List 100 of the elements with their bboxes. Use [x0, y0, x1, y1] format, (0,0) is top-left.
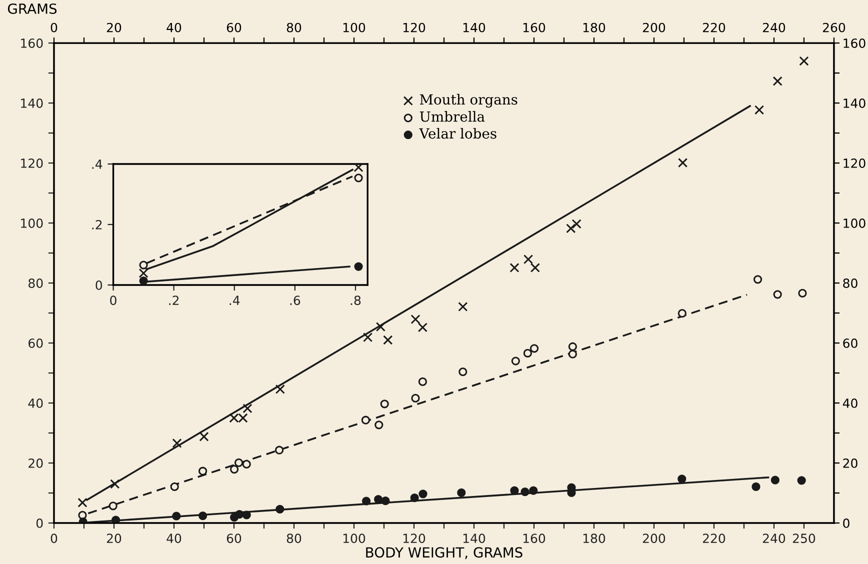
point	[139, 276, 148, 285]
x2-tick-label: 100	[343, 22, 366, 32]
x-tick-label: 160	[523, 534, 546, 544]
point	[362, 496, 371, 506]
point	[752, 482, 760, 492]
point	[457, 488, 466, 498]
point	[230, 464, 239, 474]
point	[242, 460, 251, 469]
point	[110, 479, 120, 489]
point	[530, 262, 540, 273]
point	[418, 322, 428, 332]
point	[678, 309, 686, 318]
point	[172, 512, 181, 520]
x-tick-label: 0	[110, 296, 116, 306]
y2-tick-label: 100	[844, 218, 866, 228]
point	[198, 466, 208, 476]
x2-tick-label: 260	[822, 22, 846, 32]
x2-tick-label: 60	[226, 22, 242, 32]
point	[568, 342, 577, 351]
x2-tick-label: 180	[583, 22, 606, 32]
point	[798, 288, 807, 298]
point	[418, 377, 427, 386]
y2-tick-label: 120	[844, 158, 866, 168]
y-tick-label: 160	[21, 38, 43, 48]
point	[458, 302, 468, 312]
x-tick-label: 0	[50, 534, 58, 544]
y2-tick-label: 20	[843, 458, 858, 468]
x-tick-label: 200	[642, 534, 666, 544]
point	[773, 290, 782, 299]
x2-tick-label: 140	[463, 22, 486, 32]
point	[383, 335, 393, 345]
x-tick-label: 140	[463, 534, 486, 544]
y2-tick-label: 60	[843, 338, 858, 348]
x-tick-label: .6	[290, 296, 300, 306]
y-axis-title: GRAMS	[8, 3, 57, 14]
point	[572, 219, 582, 229]
x2-tick-label: 80	[286, 22, 302, 32]
x2-tick-label: 160	[523, 22, 546, 32]
x-tick-label: 40	[166, 534, 182, 544]
point	[354, 262, 363, 271]
point	[772, 76, 782, 86]
point	[172, 438, 182, 448]
y2-tick-label: 80	[843, 278, 858, 288]
point	[199, 432, 209, 442]
point	[523, 254, 534, 264]
point	[108, 502, 118, 510]
point	[754, 105, 764, 115]
point	[111, 516, 120, 523]
point	[770, 476, 780, 484]
point	[380, 400, 389, 408]
y-tick-label: 0	[36, 518, 43, 528]
x-tick-label: .2	[169, 296, 179, 305]
point	[376, 322, 386, 332]
y-tick-label: 80	[28, 278, 43, 288]
x2-tick-label: 0	[50, 22, 58, 32]
point	[411, 394, 420, 403]
x-tick-label: .8	[350, 296, 361, 306]
y2-tick-label: 140	[844, 98, 866, 108]
y-tick-label: 40	[28, 398, 43, 408]
point	[510, 262, 520, 273]
point	[78, 498, 88, 508]
y-tick-label: 100	[21, 218, 43, 228]
point	[678, 158, 688, 168]
y2-tick-label: 160	[844, 38, 866, 48]
y-tick-label: 20	[28, 458, 43, 468]
point	[799, 56, 809, 66]
point	[234, 458, 244, 468]
point	[566, 224, 576, 234]
point	[242, 404, 252, 414]
point	[274, 446, 284, 454]
point	[458, 368, 468, 376]
point	[410, 314, 420, 324]
point	[418, 490, 428, 498]
x2-tick-label: 120	[403, 22, 426, 32]
x2-tick-label: 220	[702, 22, 726, 32]
x-tick-label: 100	[343, 534, 366, 544]
point	[568, 350, 577, 358]
x-tick-label: 240	[762, 534, 786, 544]
x2-tick-label: 200	[642, 22, 666, 32]
x-tick-label: 60	[226, 534, 242, 544]
point	[511, 356, 520, 366]
y-tick-label: 140	[21, 98, 43, 108]
point	[362, 332, 373, 342]
point	[354, 174, 363, 182]
x-axis-title: BODY WEIGHT, GRAMS	[366, 547, 522, 560]
x-tick-label: 250	[792, 534, 816, 544]
point	[170, 482, 179, 492]
x2-tick-label: 40	[166, 22, 182, 32]
point	[198, 511, 208, 520]
point	[520, 487, 530, 496]
x-tick-label: 220	[702, 534, 726, 544]
x2-tick-label: 240	[762, 22, 786, 32]
point	[523, 348, 532, 358]
y2-tick-label: 0	[843, 518, 850, 528]
y-tick-label: 120	[21, 158, 43, 168]
x-tick-label: 20	[106, 534, 122, 544]
legend-label: Umbrella	[420, 111, 485, 122]
x-tick-label: 180	[583, 534, 606, 544]
point	[678, 474, 686, 484]
point	[276, 504, 284, 514]
